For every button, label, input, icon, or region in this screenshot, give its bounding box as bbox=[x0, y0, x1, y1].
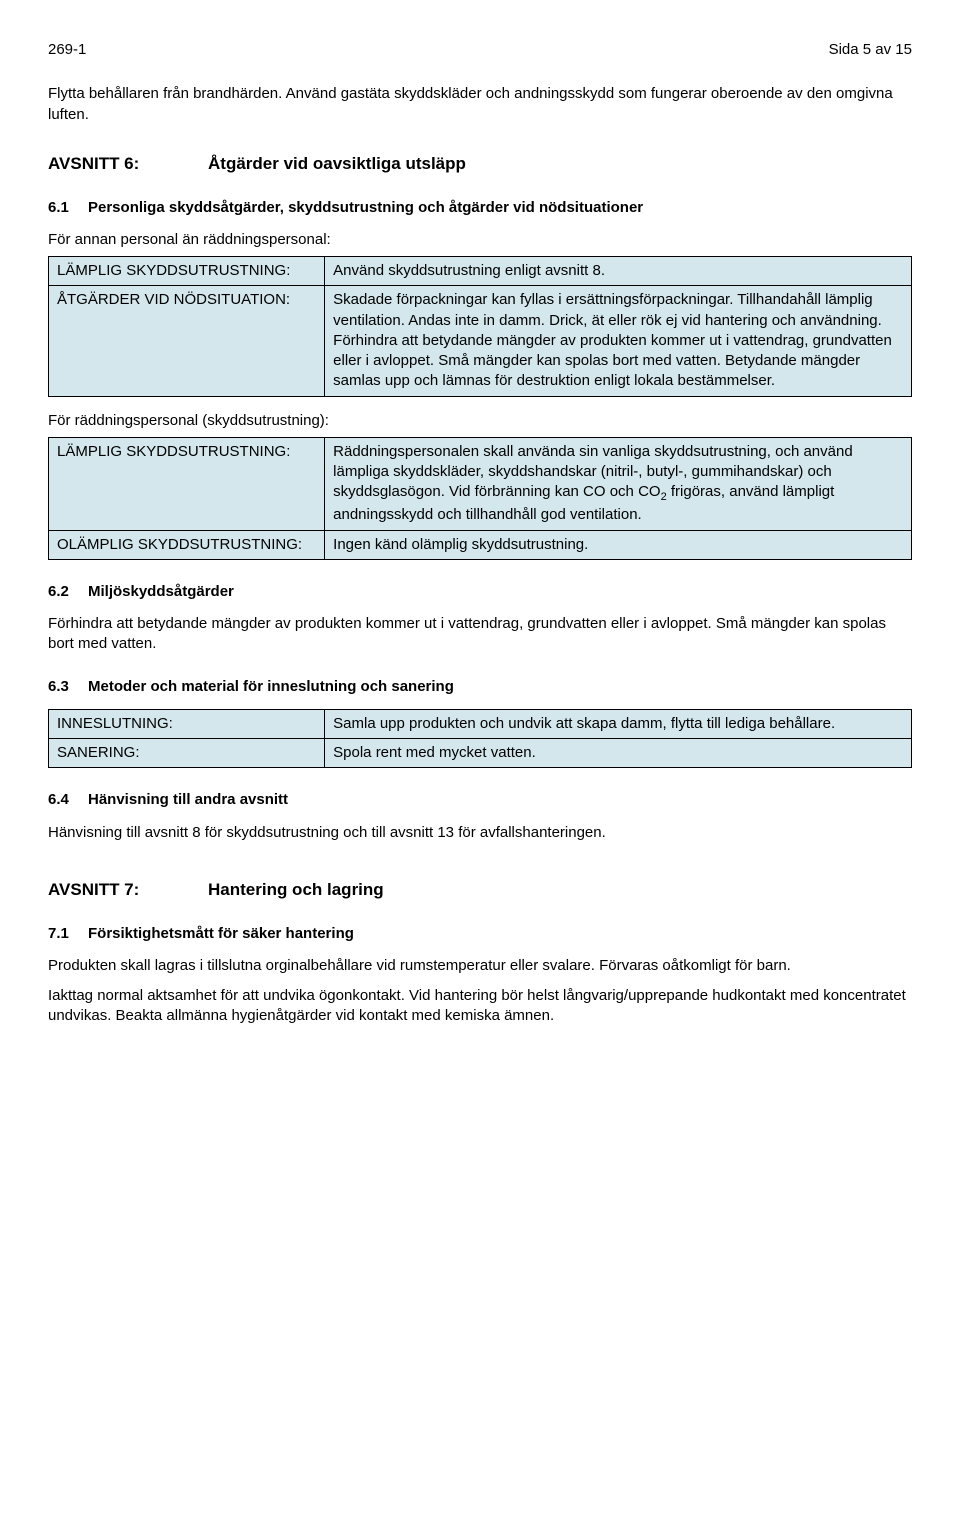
cell-value: Använd skyddsutrustning enligt avsnitt 8… bbox=[325, 257, 912, 286]
table-row: ÅTGÄRDER VID NÖDSITUATION: Skadade förpa… bbox=[49, 286, 912, 396]
subsection-6-3-heading: 6.3 Metoder och material för inneslutnin… bbox=[48, 677, 912, 697]
subsection-6-2-heading: 6.2 Miljöskyddsåtgärder bbox=[48, 582, 912, 602]
cell-label: ÅTGÄRDER VID NÖDSITUATION: bbox=[49, 286, 325, 396]
table-row: INNESLUTNING: Samla upp produkten och un… bbox=[49, 709, 912, 738]
table-row: OLÄMPLIG SKYDDSUTRUSTNING: Ingen känd ol… bbox=[49, 530, 912, 559]
table-row: LÄMPLIG SKYDDSUTRUSTNING: Räddningsperso… bbox=[49, 437, 912, 530]
subsection-6-4-body: Hänvisning till avsnitt 8 för skyddsutru… bbox=[48, 823, 912, 843]
cell-label: LÄMPLIG SKYDDSUTRUSTNING: bbox=[49, 257, 325, 286]
subsection-7-1-heading: 7.1 Försiktighetsmått för säker hanterin… bbox=[48, 924, 912, 944]
group2-title: För räddningspersonal (skyddsutrustning)… bbox=[48, 411, 912, 431]
table-row: LÄMPLIG SKYDDSUTRUSTNING: Använd skyddsu… bbox=[49, 257, 912, 286]
group1-title: För annan personal än räddningspersonal: bbox=[48, 230, 912, 250]
subsection-6-2-num: 6.2 bbox=[48, 582, 88, 602]
section-7-title: Hantering och lagring bbox=[208, 879, 384, 902]
subsection-6-4-num: 6.4 bbox=[48, 790, 88, 810]
section-6-title: Åtgärder vid oavsiktliga utsläpp bbox=[208, 153, 466, 176]
table-6-1-a: LÄMPLIG SKYDDSUTRUSTNING: Använd skyddsu… bbox=[48, 256, 912, 397]
subsection-7-1-body-2: Iakttag normal aktsamhet för att undvika… bbox=[48, 986, 912, 1027]
section-7-label: AVSNITT 7: bbox=[48, 879, 208, 902]
cell-value: Spola rent med mycket vatten. bbox=[325, 739, 912, 768]
subsection-6-3-title: Metoder och material för inneslutning oc… bbox=[88, 677, 454, 697]
page-header: 269-1 Sida 5 av 15 bbox=[48, 40, 912, 60]
cell-label: OLÄMPLIG SKYDDSUTRUSTNING: bbox=[49, 530, 325, 559]
subsection-7-1-num: 7.1 bbox=[48, 924, 88, 944]
cell-label: INNESLUTNING: bbox=[49, 709, 325, 738]
cell-value: Samla upp produkten och undvik att skapa… bbox=[325, 709, 912, 738]
subsection-6-1-heading: 6.1 Personliga skyddsåtgärder, skyddsutr… bbox=[48, 198, 912, 218]
doc-id: 269-1 bbox=[48, 40, 86, 60]
section-6-heading: AVSNITT 6: Åtgärder vid oavsiktliga utsl… bbox=[48, 153, 912, 176]
subsection-6-3-num: 6.3 bbox=[48, 677, 88, 697]
cell-label: SANERING: bbox=[49, 739, 325, 768]
subsection-7-1-title: Försiktighetsmått för säker hantering bbox=[88, 924, 354, 944]
intro-paragraph: Flytta behållaren från brandhärden. Anvä… bbox=[48, 84, 912, 125]
subsection-6-2-body: Förhindra att betydande mängder av produ… bbox=[48, 614, 912, 655]
cell-value: Skadade förpackningar kan fyllas i ersät… bbox=[325, 286, 912, 396]
table-6-3: INNESLUTNING: Samla upp produkten och un… bbox=[48, 709, 912, 769]
section-6-label: AVSNITT 6: bbox=[48, 153, 208, 176]
page-number: Sida 5 av 15 bbox=[829, 40, 912, 60]
table-row: SANERING: Spola rent med mycket vatten. bbox=[49, 739, 912, 768]
cell-label: LÄMPLIG SKYDDSUTRUSTNING: bbox=[49, 437, 325, 530]
subsection-6-4-title: Hänvisning till andra avsnitt bbox=[88, 790, 288, 810]
subsection-6-2-title: Miljöskyddsåtgärder bbox=[88, 582, 234, 602]
subsection-6-1-num: 6.1 bbox=[48, 198, 88, 218]
cell-value: Ingen känd olämplig skyddsutrustning. bbox=[325, 530, 912, 559]
table-6-1-b: LÄMPLIG SKYDDSUTRUSTNING: Räddningsperso… bbox=[48, 437, 912, 560]
subsection-6-1-title: Personliga skyddsåtgärder, skyddsutrustn… bbox=[88, 198, 643, 218]
cell-value: Räddningspersonalen skall använda sin va… bbox=[325, 437, 912, 530]
subsection-7-1-body-1: Produkten skall lagras i tillslutna orgi… bbox=[48, 956, 912, 976]
section-7-heading: AVSNITT 7: Hantering och lagring bbox=[48, 879, 912, 902]
subsection-6-4-heading: 6.4 Hänvisning till andra avsnitt bbox=[48, 790, 912, 810]
